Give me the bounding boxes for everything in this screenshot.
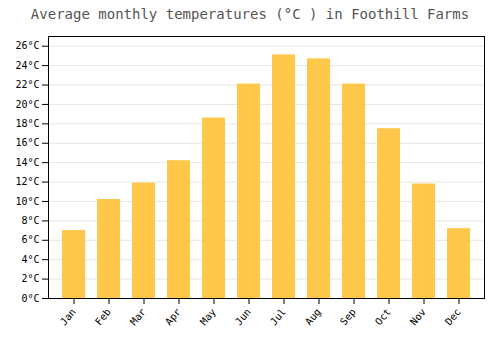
svg-text:Jun: Jun xyxy=(233,306,253,327)
svg-text:Mar: Mar xyxy=(128,306,148,327)
svg-text:6°C: 6°C xyxy=(21,234,39,245)
svg-text:Sep: Sep xyxy=(338,306,358,327)
svg-text:18°C: 18°C xyxy=(15,118,39,129)
svg-text:Dec: Dec xyxy=(443,306,463,327)
svg-text:Nov: Nov xyxy=(408,306,428,327)
svg-text:20°C: 20°C xyxy=(15,99,39,110)
svg-text:Aug: Aug xyxy=(303,306,323,327)
svg-text:0°C: 0°C xyxy=(21,293,39,304)
svg-text:Jul: Jul xyxy=(268,306,288,327)
svg-text:26°C: 26°C xyxy=(15,40,39,51)
svg-text:10°C: 10°C xyxy=(15,196,39,207)
svg-text:Oct: Oct xyxy=(373,306,393,327)
svg-text:May: May xyxy=(198,306,218,327)
svg-text:Feb: Feb xyxy=(93,306,113,327)
svg-text:12°C: 12°C xyxy=(15,176,39,187)
svg-text:Jan: Jan xyxy=(58,306,78,327)
svg-text:8°C: 8°C xyxy=(21,215,39,226)
svg-text:4°C: 4°C xyxy=(21,254,39,265)
svg-text:24°C: 24°C xyxy=(15,60,39,71)
html-text:Average monthly temperatures (: Average monthly temperatures (°C ) in Fo… xyxy=(30,6,470,22)
svg-text:16°C: 16°C xyxy=(15,137,39,148)
svg-text:2°C: 2°C xyxy=(21,273,39,284)
svg-text:22°C: 22°C xyxy=(15,79,39,90)
svg-text:14°C: 14°C xyxy=(15,157,39,168)
svg-text:Apr: Apr xyxy=(163,306,183,327)
